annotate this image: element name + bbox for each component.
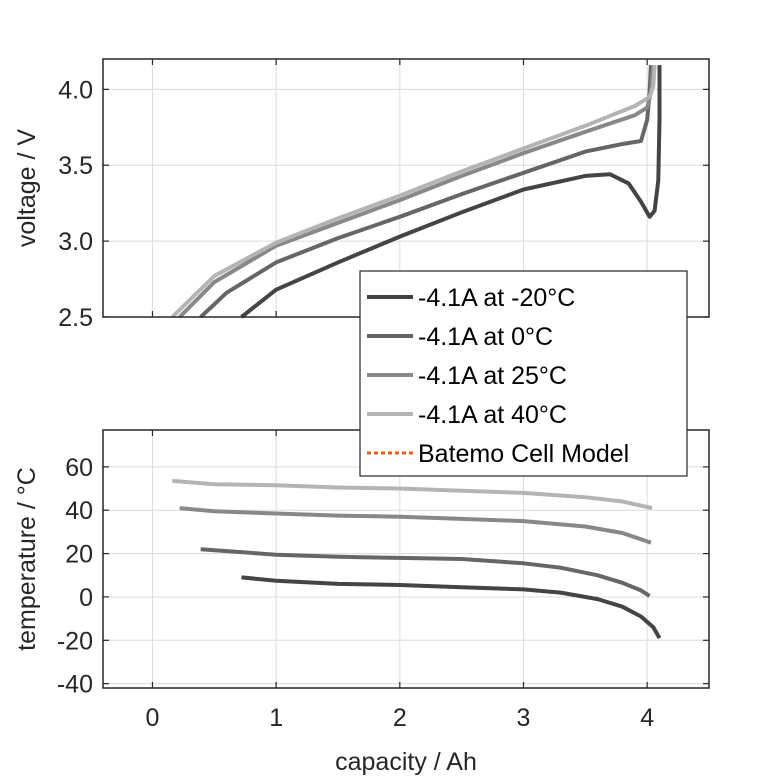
y-tick-label: 60	[65, 454, 93, 482]
legend: -4.1A at -20°C -4.1A at 0°C -4.1A at 25°C -…	[359, 270, 688, 477]
series-line-4-1a-at-0-c	[200, 547, 651, 598]
legend-label: -4.1A at 40°C	[418, 401, 567, 429]
series-line-4-1a-at-0-c	[199, 65, 653, 319]
y-tick-label: 3.0	[58, 228, 93, 256]
x-tick-label: 2	[393, 704, 407, 732]
y-tick-label: 2.5	[58, 304, 93, 332]
x-tick-label: 4	[640, 704, 654, 732]
legend-label: Batemo Cell Model	[418, 440, 629, 468]
y-tick-label: -40	[57, 671, 93, 699]
temperature-ylabel: temperature / °C	[13, 467, 41, 651]
x-tick-label: 0	[146, 704, 160, 732]
legend-box	[359, 270, 688, 477]
series-line-4-1a-at-40-c	[172, 478, 653, 511]
series-line-4-1a-at-25-c	[178, 64, 656, 319]
x-tick-label: 3	[517, 704, 531, 732]
legend-label: -4.1A at -20°C	[418, 284, 575, 312]
capacity-xlabel: capacity / Ah	[335, 748, 477, 776]
legend-label: -4.1A at 25°C	[418, 362, 567, 390]
y-tick-label: -20	[57, 627, 93, 655]
legend-label: -4.1A at 0°C	[418, 323, 553, 351]
y-tick-label: 4.0	[58, 76, 93, 104]
voltage-ylabel: voltage / V	[13, 129, 41, 247]
y-tick-label: 0	[79, 584, 93, 612]
y-tick-label: 3.5	[58, 152, 93, 180]
series-line-4-1a-at-40-c	[170, 64, 657, 319]
series-line-4-1a-at-20-c	[241, 575, 662, 640]
x-tick-label: 1	[269, 704, 283, 732]
series-line-4-1a-at-20-c	[240, 65, 662, 319]
series-line-4-1a-at-25-c	[179, 506, 652, 545]
y-tick-label: 40	[65, 497, 93, 525]
y-tick-label: 20	[65, 541, 93, 569]
